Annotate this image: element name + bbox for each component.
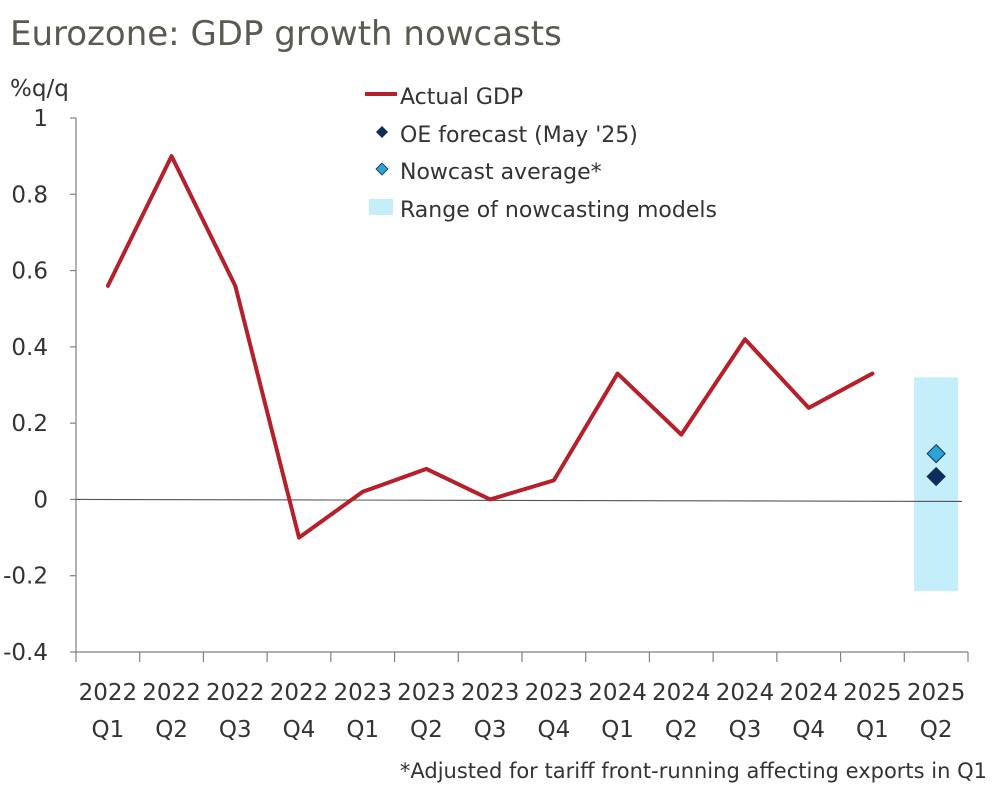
x-tick-label-quarter: Q1	[856, 717, 889, 743]
oe-forecast-marker	[926, 466, 946, 487]
x-tick-label-quarter: Q1	[601, 717, 634, 743]
x-tick-label-year: 2024	[779, 680, 838, 706]
x-tick-label-year: 2024	[716, 680, 775, 706]
y-tick-label: 0.8	[11, 182, 48, 208]
legend: Actual GDP OE forecast (May '25) Nowcast a…	[365, 85, 717, 223]
legend-swatch-nowcast-average	[375, 162, 389, 176]
y-tick-label: 0.6	[11, 259, 48, 285]
legend-label: Range of nowcasting models	[400, 198, 717, 223]
x-tick-label-quarter: Q2	[920, 717, 953, 743]
legend-swatch-range	[369, 199, 393, 215]
x-tick-label-quarter: Q2	[665, 717, 698, 743]
x-tick-label-quarter: Q2	[410, 717, 443, 743]
x-tick-label-quarter: Q1	[346, 717, 379, 743]
x-tick-label-year: 2025	[843, 680, 902, 706]
y-tick-label: -0.2	[3, 564, 48, 590]
x-tick-label-year: 2023	[397, 680, 456, 706]
x-tick-label-year: 2022	[79, 680, 138, 706]
legend-swatch-oe-forecast	[376, 126, 388, 138]
y-axis-unit-label: %q/q	[10, 76, 69, 102]
x-tick-label-year: 2024	[588, 680, 647, 706]
footnote: *Adjusted for tariff front-running affec…	[400, 759, 987, 783]
y-tick-label: 0.4	[11, 335, 48, 361]
nowcast-average-marker	[926, 443, 946, 464]
legend-label: Nowcast average*	[400, 160, 602, 185]
x-tick-label-quarter: Q4	[283, 717, 316, 743]
x-tick-label-year: 2023	[525, 680, 584, 706]
x-tick-label-year: 2022	[142, 680, 201, 706]
series-layer	[105, 154, 946, 540]
x-tick-label-quarter: Q3	[729, 717, 762, 743]
zero-line	[75, 498, 963, 502]
x-tick-label-quarter: Q4	[792, 717, 825, 743]
y-tick-label: 0	[33, 487, 48, 513]
x-tick-label-year: 2025	[907, 680, 966, 706]
x-tick-label-quarter: Q2	[155, 717, 188, 743]
x-tick-label-quarter: Q4	[537, 717, 570, 743]
chart-title: Eurozone: GDP growth nowcasts	[10, 14, 562, 54]
x-tick-label-year: 2024	[652, 680, 711, 706]
x-tick-label-quarter: Q3	[474, 717, 507, 743]
legend-label: Actual GDP	[400, 85, 523, 110]
x-tick-label-year: 2023	[461, 680, 520, 706]
x-tick-label-year: 2022	[270, 680, 329, 706]
y-tick-label: -0.4	[3, 640, 48, 666]
axes: 1 0.8 0.6 0.4 0.2 0 -0.2 -0.4 2022 Q1 2022 Q2 2022 Q3…	[3, 106, 969, 743]
x-tick-label-quarter: Q1	[91, 717, 124, 743]
y-tick-label: 1	[33, 106, 48, 132]
y-tick-label: 0.2	[11, 411, 48, 437]
x-tick-label-year: 2023	[333, 680, 392, 706]
legend-label: OE forecast (May '25)	[400, 123, 638, 148]
x-tick-label-year: 2022	[206, 680, 265, 706]
x-tick-label-quarter: Q3	[219, 717, 252, 743]
